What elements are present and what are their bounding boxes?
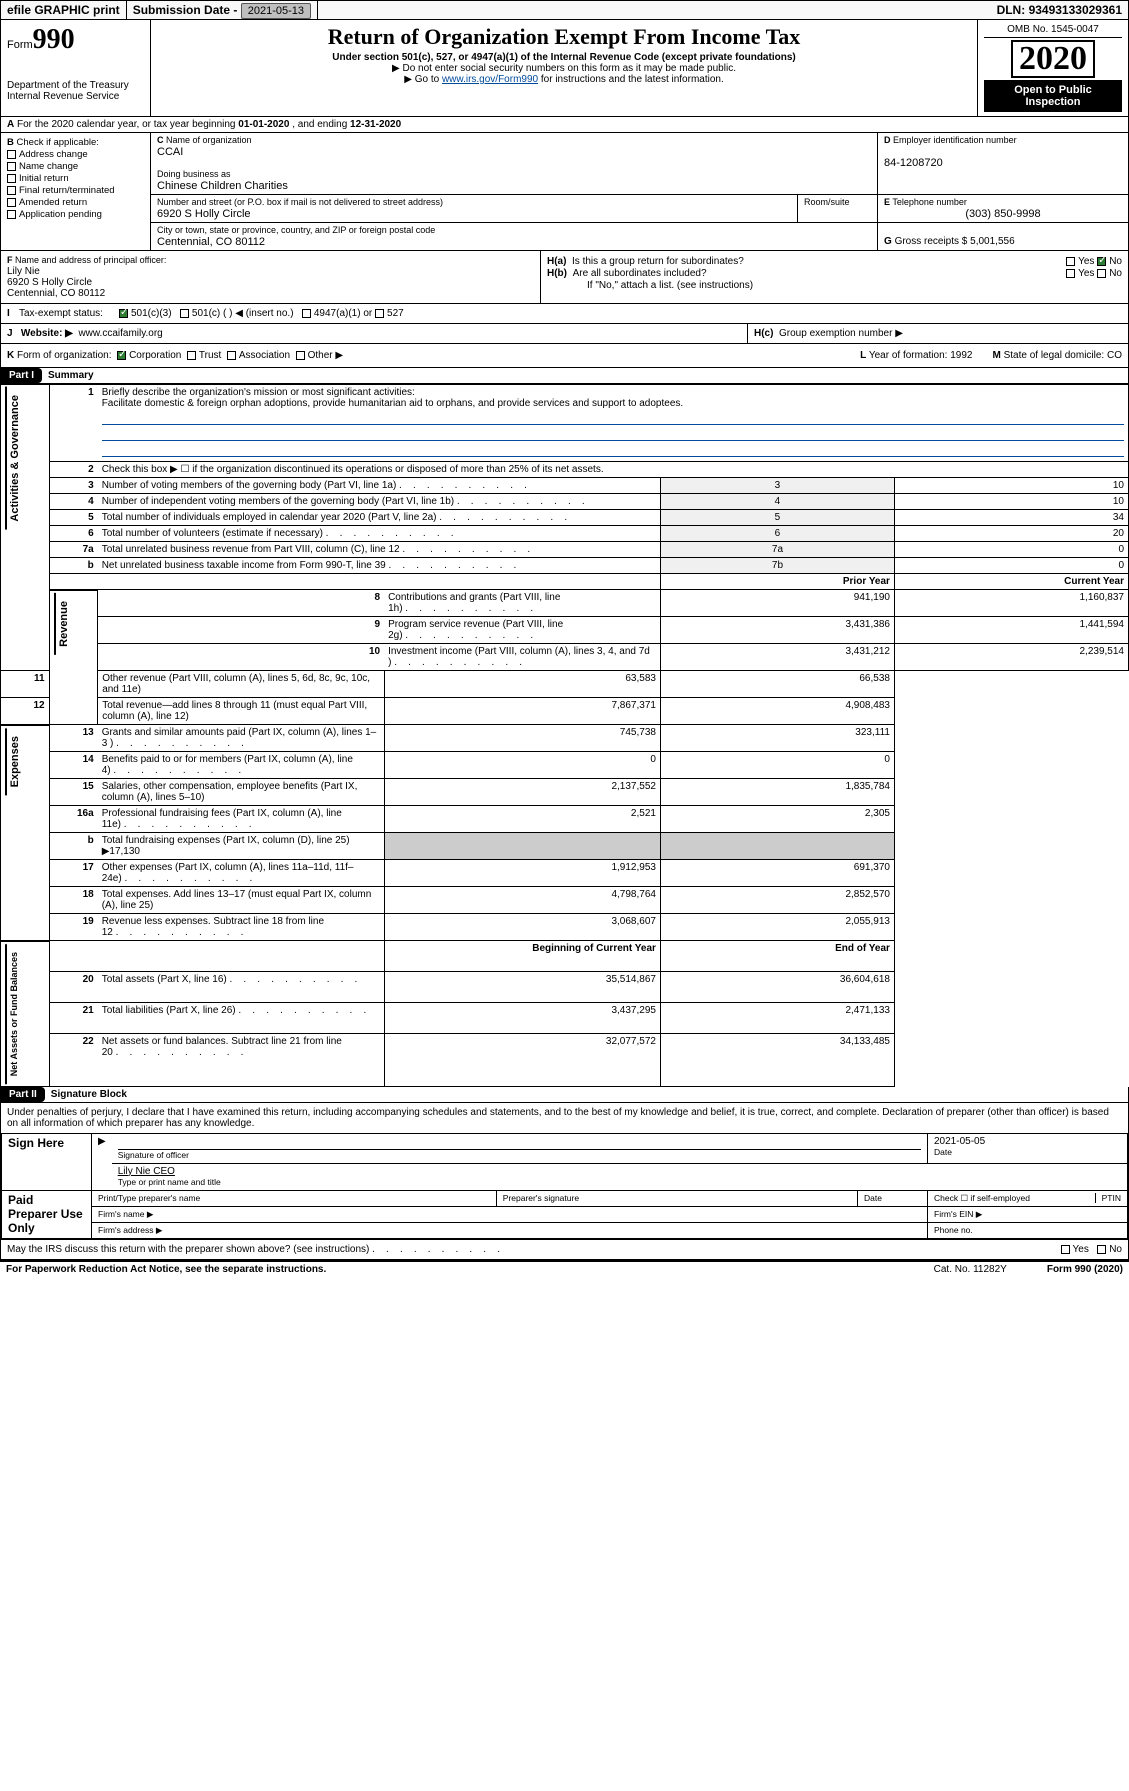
box-f: F Name and address of principal officer:… [1, 251, 541, 303]
chk-501c3[interactable] [119, 309, 128, 318]
summary-row: 15Salaries, other compensation, employee… [1, 779, 1129, 806]
chk-corp[interactable] [117, 351, 126, 360]
line-a: A For the 2020 calendar year, or tax yea… [0, 117, 1129, 133]
row-klm: K Form of organization: Corporation Trus… [0, 344, 1129, 368]
dept-treasury: Department of the Treasury Internal Reve… [7, 80, 144, 102]
subdate-button[interactable]: 2021-05-13 [241, 3, 311, 19]
ha-yes[interactable] [1066, 257, 1075, 266]
box-e-tel: E Telephone number (303) 850-9998 [878, 195, 1128, 222]
subdate-label: Submission Date - [133, 3, 241, 17]
block-fh: F Name and address of principal officer:… [0, 251, 1129, 304]
chk-other[interactable] [296, 351, 305, 360]
summary-row: bNet unrelated business taxable income f… [1, 558, 1129, 574]
chk-501c[interactable] [180, 309, 189, 318]
footer: For Paperwork Reduction Act Notice, see … [0, 1260, 1129, 1277]
hb-yes[interactable] [1066, 269, 1075, 278]
summary-row: 12Total revenue—add lines 8 through 11 (… [1, 698, 1129, 725]
mission-text: Facilitate domestic & foreign orphan ado… [102, 398, 683, 409]
discuss-row: May the IRS discuss this return with the… [1, 1239, 1128, 1259]
form-number: Form990 [7, 24, 144, 56]
summary-row: 21Total liabilities (Part X, line 26)3,4… [1, 1003, 1129, 1034]
summary-row: 11Other revenue (Part VIII, column (A), … [1, 671, 1129, 698]
irs-link[interactable]: www.irs.gov/Form990 [442, 74, 538, 85]
open-public: Open to Public Inspection [984, 80, 1122, 112]
arrow-icon: ▶ [92, 1133, 112, 1190]
chk-name-change[interactable]: Name change [7, 161, 144, 172]
signature-block: Under penalties of perjury, I declare th… [0, 1103, 1129, 1260]
box-b: B Check if applicable: Address change Na… [1, 133, 151, 250]
ha-no[interactable] [1097, 257, 1106, 266]
chk-initial-return[interactable]: Initial return [7, 173, 144, 184]
chk-address-change[interactable]: Address change [7, 149, 144, 160]
officer-name: Lily Nie CEO [118, 1166, 175, 1177]
summary-table: Activities & Governance 1 Briefly descri… [0, 384, 1129, 1087]
tax-exempt-row: I Tax-exempt status: 501(c)(3) 501(c) ( … [0, 304, 1129, 324]
chk-final-return[interactable]: Final return/terminated [7, 185, 144, 196]
paid-preparer: Paid Preparer Use Only [2, 1190, 92, 1238]
tab-netassets: Net Assets or Fund Balances [5, 944, 21, 1084]
tab-governance: Activities & Governance [5, 387, 23, 530]
efile-label: efile GRAPHIC print [1, 1, 127, 19]
summary-row: 16aProfessional fundraising fees (Part I… [1, 806, 1129, 833]
chk-trust[interactable] [187, 351, 196, 360]
box-l: L Year of formation: 1992 [860, 350, 972, 361]
perjury-text: Under penalties of perjury, I declare th… [1, 1103, 1128, 1133]
box-c-name: C Name of organization CCAI Doing busine… [151, 133, 878, 194]
summary-row: 6Total number of volunteers (estimate if… [1, 526, 1129, 542]
summary-row: 19Revenue less expenses. Subtract line 1… [1, 914, 1129, 941]
summary-row: 5Total number of individuals employed in… [1, 510, 1129, 526]
box-c-city: City or town, state or province, country… [151, 223, 878, 250]
form-subtitle: Under section 501(c), 527, or 4947(a)(1)… [157, 52, 971, 63]
summary-row: 20Total assets (Part X, line 16)35,514,8… [1, 972, 1129, 1003]
summary-row: 14Benefits paid to or for members (Part … [1, 752, 1129, 779]
box-m: M State of legal domicile: CO [992, 350, 1122, 361]
summary-row: bTotal fundraising expenses (Part IX, co… [1, 833, 1129, 860]
chk-527[interactable] [375, 309, 384, 318]
omb-number: OMB No. 1545-0047 [984, 24, 1122, 38]
block-bcde: B Check if applicable: Address change Na… [0, 133, 1129, 251]
nossn-line: Do not enter social security numbers on … [157, 63, 971, 74]
part1-header: Part I Summary [0, 368, 1129, 384]
box-j: J Website: ▶ www.ccaifamily.org [1, 324, 748, 343]
tax-year: 2020 [1011, 40, 1095, 78]
chk-assoc[interactable] [227, 351, 236, 360]
submission-date-cell: Submission Date - 2021-05-13 [127, 1, 318, 19]
box-c-room: Room/suite [798, 195, 878, 222]
summary-row: 9Program service revenue (Part VIII, lin… [1, 617, 1129, 644]
tab-revenue: Revenue [54, 593, 72, 655]
tab-expenses: Expenses [5, 728, 23, 795]
goto-line: Go to www.irs.gov/Form990 for instructio… [157, 74, 971, 85]
discuss-yes[interactable] [1061, 1245, 1070, 1254]
form-title: Return of Organization Exempt From Incom… [157, 24, 971, 50]
topbar: efile GRAPHIC print Submission Date - 20… [0, 0, 1129, 20]
summary-row: 3Number of voting members of the governi… [1, 478, 1129, 494]
form-header: Form990 Department of the Treasury Inter… [0, 20, 1129, 117]
box-h: H(a) Is this a group return for subordin… [541, 251, 1128, 303]
box-g: G Gross receipts $ 5,001,556 [878, 223, 1128, 250]
chk-4947[interactable] [302, 309, 311, 318]
box-c-addr: Number and street (or P.O. box if mail i… [151, 195, 798, 222]
hb-no[interactable] [1097, 269, 1106, 278]
summary-row: 17Other expenses (Part IX, column (A), l… [1, 860, 1129, 887]
summary-row: 10Investment income (Part VIII, column (… [1, 644, 1129, 671]
box-hc: H(c) Group exemption number ▶ [748, 324, 1128, 343]
box-d-ein: D Employer identification number 84-1208… [878, 133, 1128, 194]
sig-date: 2021-05-05 [934, 1136, 985, 1147]
row-jhc: J Website: ▶ www.ccaifamily.org H(c) Gro… [0, 324, 1129, 344]
chk-amended[interactable]: Amended return [7, 197, 144, 208]
discuss-no[interactable] [1097, 1245, 1106, 1254]
summary-row: 18Total expenses. Add lines 13–17 (must … [1, 887, 1129, 914]
sign-here: Sign Here [2, 1133, 92, 1190]
summary-row: 22Net assets or fund balances. Subtract … [1, 1034, 1129, 1086]
dln: DLN: 93493133029361 [991, 1, 1128, 19]
summary-row: 7aTotal unrelated business revenue from … [1, 542, 1129, 558]
part2-header: Part II Signature Block [0, 1087, 1129, 1103]
chk-app-pending[interactable]: Application pending [7, 209, 144, 220]
summary-row: 4Number of independent voting members of… [1, 494, 1129, 510]
